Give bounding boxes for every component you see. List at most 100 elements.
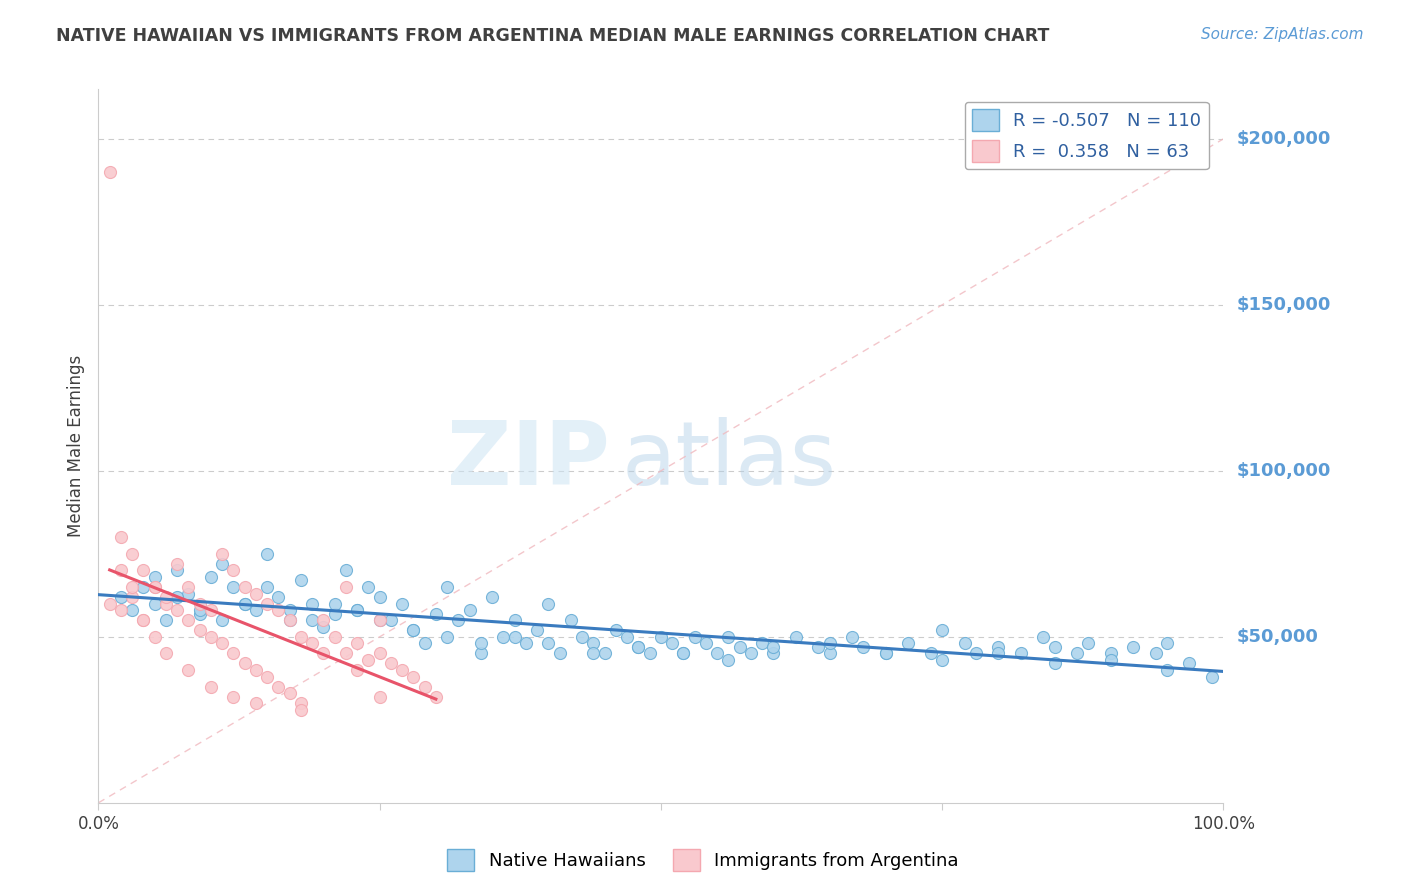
Point bbox=[166, 590, 188, 604]
Point bbox=[672, 647, 695, 661]
Point bbox=[807, 640, 830, 654]
Point bbox=[211, 636, 233, 650]
Point bbox=[256, 547, 278, 561]
Point bbox=[323, 597, 346, 611]
Point bbox=[346, 603, 368, 617]
Point bbox=[278, 686, 301, 700]
Point bbox=[402, 624, 425, 638]
Point bbox=[278, 613, 301, 627]
Point bbox=[166, 603, 188, 617]
Point bbox=[233, 597, 256, 611]
Point bbox=[110, 603, 132, 617]
Point bbox=[818, 647, 841, 661]
Point bbox=[222, 647, 245, 661]
Point bbox=[672, 647, 695, 661]
Point bbox=[1156, 663, 1178, 677]
Point bbox=[256, 670, 278, 684]
Point bbox=[335, 647, 357, 661]
Point bbox=[1099, 653, 1122, 667]
Text: $50,000: $50,000 bbox=[1237, 628, 1319, 646]
Point bbox=[177, 587, 200, 601]
Point bbox=[627, 640, 650, 654]
Point bbox=[593, 647, 616, 661]
Point bbox=[98, 597, 121, 611]
Point bbox=[616, 630, 638, 644]
Point bbox=[222, 690, 245, 704]
Y-axis label: Median Male Earnings: Median Male Earnings bbox=[66, 355, 84, 537]
Point bbox=[717, 653, 740, 667]
Point bbox=[627, 640, 650, 654]
Point bbox=[875, 647, 897, 661]
Point bbox=[1066, 647, 1088, 661]
Point bbox=[413, 680, 436, 694]
Point bbox=[188, 624, 211, 638]
Point bbox=[931, 653, 953, 667]
Text: $100,000: $100,000 bbox=[1237, 462, 1331, 480]
Point bbox=[222, 564, 245, 578]
Point bbox=[897, 636, 920, 650]
Point bbox=[267, 680, 290, 694]
Point bbox=[368, 690, 391, 704]
Text: $200,000: $200,000 bbox=[1237, 130, 1331, 148]
Point bbox=[695, 636, 717, 650]
Point bbox=[143, 580, 166, 594]
Point bbox=[200, 570, 222, 584]
Point bbox=[447, 613, 470, 627]
Point bbox=[278, 613, 301, 627]
Point bbox=[515, 636, 537, 650]
Point bbox=[1122, 640, 1144, 654]
Point bbox=[188, 607, 211, 621]
Point bbox=[1099, 647, 1122, 661]
Point bbox=[245, 663, 267, 677]
Text: NATIVE HAWAIIAN VS IMMIGRANTS FROM ARGENTINA MEDIAN MALE EARNINGS CORRELATION CH: NATIVE HAWAIIAN VS IMMIGRANTS FROM ARGEN… bbox=[56, 27, 1050, 45]
Point bbox=[121, 580, 143, 594]
Text: Source: ZipAtlas.com: Source: ZipAtlas.com bbox=[1201, 27, 1364, 42]
Point bbox=[458, 603, 481, 617]
Legend: Native Hawaiians, Immigrants from Argentina: Native Hawaiians, Immigrants from Argent… bbox=[440, 842, 966, 879]
Point bbox=[548, 647, 571, 661]
Point bbox=[110, 564, 132, 578]
Point bbox=[222, 580, 245, 594]
Point bbox=[143, 597, 166, 611]
Point bbox=[211, 613, 233, 627]
Point bbox=[346, 603, 368, 617]
Point bbox=[188, 603, 211, 617]
Point bbox=[818, 636, 841, 650]
Point bbox=[1077, 636, 1099, 650]
Point bbox=[1144, 647, 1167, 661]
Point bbox=[582, 647, 605, 661]
Point bbox=[357, 653, 380, 667]
Text: atlas: atlas bbox=[621, 417, 837, 504]
Point bbox=[650, 630, 672, 644]
Point bbox=[121, 603, 143, 617]
Point bbox=[571, 630, 593, 644]
Point bbox=[110, 530, 132, 544]
Point bbox=[1201, 670, 1223, 684]
Point bbox=[953, 636, 976, 650]
Point bbox=[335, 564, 357, 578]
Point bbox=[728, 640, 751, 654]
Point bbox=[267, 590, 290, 604]
Point bbox=[368, 647, 391, 661]
Point bbox=[200, 630, 222, 644]
Point bbox=[425, 690, 447, 704]
Point bbox=[132, 613, 155, 627]
Point bbox=[290, 696, 312, 710]
Point bbox=[1043, 640, 1066, 654]
Point bbox=[762, 640, 785, 654]
Point bbox=[368, 613, 391, 627]
Point bbox=[425, 607, 447, 621]
Point bbox=[166, 564, 188, 578]
Point bbox=[503, 613, 526, 627]
Point bbox=[841, 630, 863, 644]
Point bbox=[1156, 636, 1178, 650]
Point bbox=[503, 630, 526, 644]
Point bbox=[177, 613, 200, 627]
Point bbox=[290, 630, 312, 644]
Point bbox=[706, 647, 728, 661]
Point bbox=[368, 590, 391, 604]
Point bbox=[200, 603, 222, 617]
Point bbox=[470, 636, 492, 650]
Point bbox=[301, 636, 323, 650]
Point bbox=[177, 580, 200, 594]
